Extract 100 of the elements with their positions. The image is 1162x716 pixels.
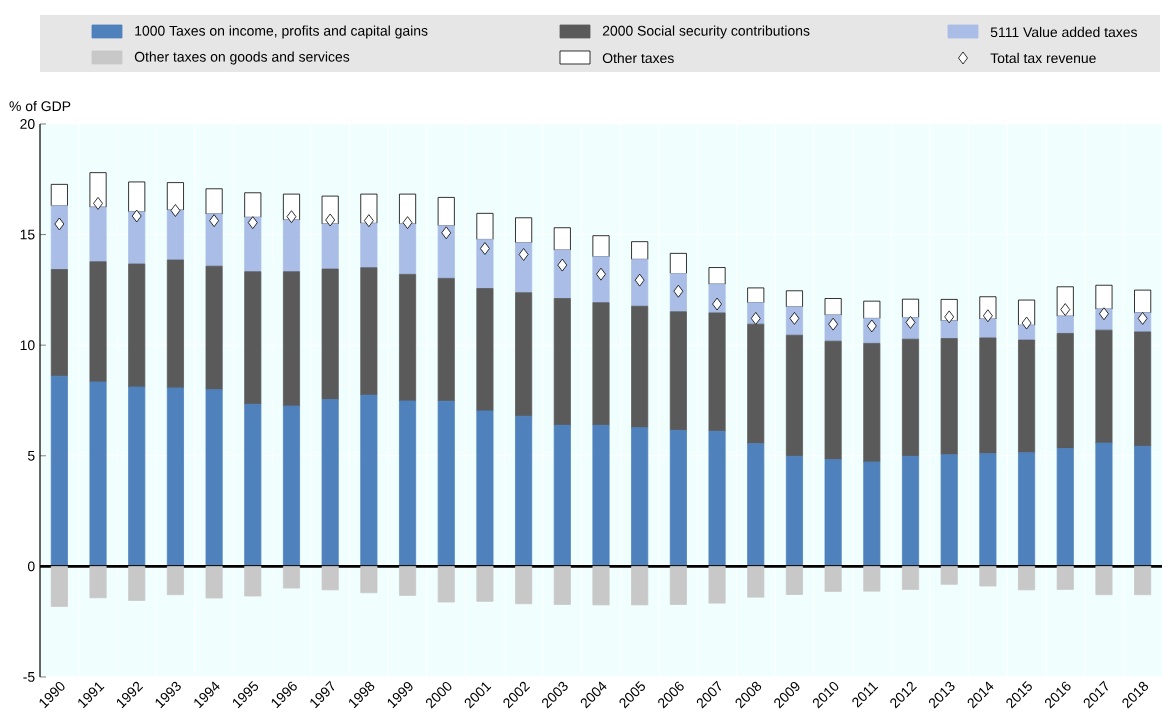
bar (553, 565, 571, 605)
point (54, 217, 65, 231)
point (518, 248, 529, 261)
bar (476, 565, 494, 602)
y-tick-label: 0 (27, 561, 35, 572)
y-tick-label: -5 (23, 672, 35, 682)
bar (708, 565, 726, 604)
bar (515, 217, 533, 244)
point (131, 209, 142, 223)
legend-label: Other taxes (602, 52, 674, 64)
bar (50, 375, 68, 567)
point (93, 196, 103, 210)
bar (89, 565, 107, 599)
bar (1056, 315, 1074, 334)
bar (50, 205, 68, 270)
point (402, 216, 413, 230)
bar (1095, 442, 1113, 567)
bar (979, 337, 997, 454)
bar (321, 565, 339, 591)
bar (360, 267, 378, 396)
bar (515, 242, 533, 294)
bar (592, 424, 610, 567)
bar (631, 305, 649, 429)
bar (979, 453, 997, 567)
bar (708, 430, 726, 567)
y-tick-label: 10 (20, 340, 35, 351)
bar (1018, 565, 1036, 591)
bar (244, 271, 262, 405)
bar (282, 405, 301, 567)
point (441, 226, 452, 240)
bar (128, 386, 146, 567)
point (480, 242, 490, 255)
bar (631, 565, 649, 606)
bar (437, 565, 455, 603)
bar (515, 292, 533, 417)
bar (747, 443, 765, 567)
bar (437, 400, 455, 567)
bar (631, 258, 649, 307)
bar (669, 252, 687, 274)
bar (747, 565, 765, 598)
bar (940, 338, 958, 456)
bar (747, 323, 765, 445)
bar (553, 249, 571, 299)
bar (205, 213, 223, 267)
bar (282, 565, 301, 589)
bar (1056, 565, 1074, 590)
point (557, 258, 568, 272)
point (286, 210, 297, 224)
bar (979, 318, 997, 339)
bar (901, 565, 920, 590)
bar (863, 343, 881, 463)
bar (282, 271, 301, 407)
bar (1134, 445, 1152, 567)
bar (785, 334, 803, 457)
point (944, 310, 955, 324)
bar (1134, 565, 1152, 596)
bar (1056, 448, 1074, 567)
y-tick-label: 20 (20, 119, 35, 129)
bar (166, 387, 184, 567)
bar (824, 340, 842, 460)
bar (940, 454, 958, 567)
legend-label: 2000 Social security contributions (602, 25, 810, 39)
bar (166, 565, 184, 596)
legend-label: Total tax revenue (990, 52, 1096, 64)
bar (50, 565, 68, 607)
bar (205, 389, 223, 567)
bar (824, 565, 842, 592)
bar (785, 565, 803, 595)
bar (399, 223, 417, 275)
bar (708, 312, 726, 432)
point (1021, 316, 1032, 330)
bar (592, 302, 610, 426)
bar (89, 206, 107, 263)
bar (321, 399, 339, 567)
bar (1018, 339, 1036, 454)
bar (476, 288, 494, 412)
bar (50, 183, 68, 207)
bar (128, 565, 146, 601)
bar (244, 216, 262, 273)
bar (979, 565, 997, 587)
bar (863, 461, 881, 567)
bar (1056, 333, 1074, 449)
point (325, 213, 336, 227)
point (1060, 303, 1071, 316)
bar (1018, 452, 1036, 567)
legend-label: 5111 Value added taxes (990, 26, 1137, 38)
bar (166, 209, 184, 261)
bar (321, 195, 339, 225)
bar (205, 265, 223, 391)
bar (476, 410, 494, 567)
point (170, 204, 181, 217)
bar (1134, 331, 1152, 447)
bar (437, 277, 455, 402)
legend-label: 1000 Taxes on income, profits and capital gains (135, 25, 428, 39)
bar (863, 565, 881, 592)
y-tick-label: 5 (27, 450, 35, 461)
point (247, 216, 258, 230)
bar (399, 274, 417, 402)
point (209, 214, 220, 228)
bar (940, 320, 958, 339)
